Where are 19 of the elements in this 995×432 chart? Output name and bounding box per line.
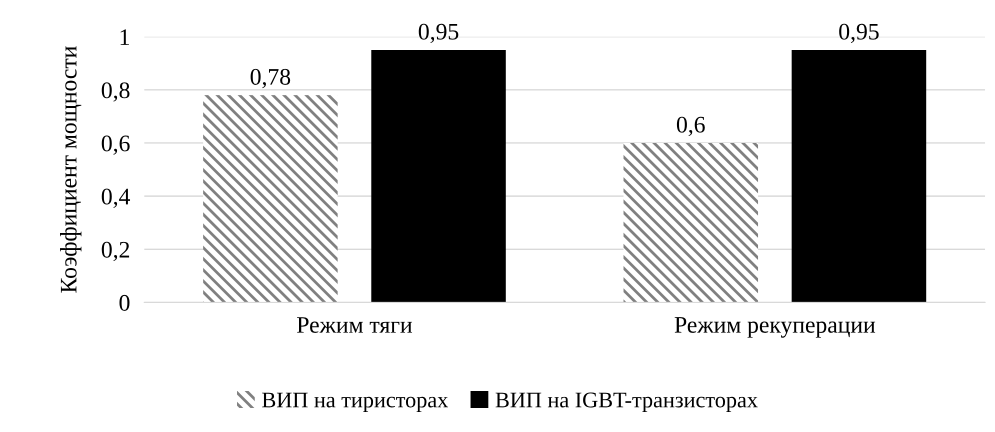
legend-label: ВИП на IGBT-транзисторах: [496, 392, 758, 412]
bar: [371, 50, 506, 302]
y-tick-label: 1: [120, 29, 129, 45]
data-label: 0,95: [839, 24, 879, 44]
y-tick-label: 0,4: [102, 188, 130, 208]
y-axis-title: Коэффициент мощности: [60, 46, 82, 293]
bar: [792, 50, 926, 302]
y-tick-label: 0,2: [102, 242, 130, 262]
y-tick-label: 0: [119, 294, 130, 311]
bar: [203, 95, 338, 302]
y-tick-label: 0,6: [102, 135, 130, 155]
bar: [624, 142, 758, 302]
data-label: 0,95: [418, 24, 458, 44]
y-tick-label: 0,8: [102, 82, 130, 102]
data-label: 0,6: [676, 116, 705, 136]
x-tick-label: Режим тяги: [297, 317, 412, 333]
x-tick-label: Режим рекуперации: [674, 317, 876, 338]
legend-label: ВИП на тиристорах: [262, 392, 448, 412]
data-label: 0,78: [250, 68, 290, 88]
